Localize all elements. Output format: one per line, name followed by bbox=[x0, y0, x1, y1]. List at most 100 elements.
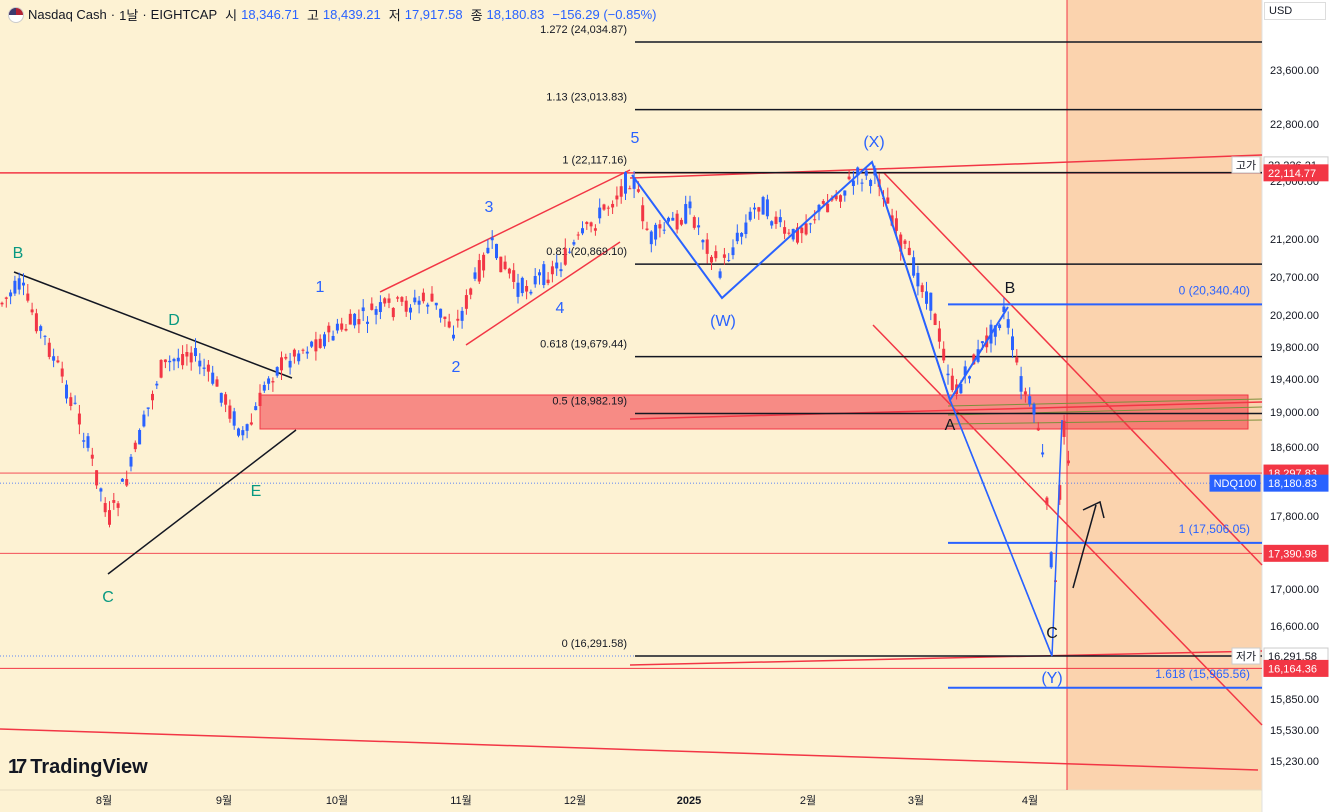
candle-body bbox=[34, 313, 38, 332]
candle-body bbox=[1015, 357, 1019, 363]
candle-body bbox=[856, 167, 860, 176]
candle-body bbox=[894, 218, 898, 231]
candle-body bbox=[731, 247, 735, 256]
wave-label: B bbox=[13, 245, 24, 262]
candle-body bbox=[503, 261, 507, 270]
candle-body bbox=[667, 217, 670, 222]
candle-body bbox=[202, 367, 206, 369]
y-tick-label: 15,230.00 bbox=[1270, 756, 1319, 768]
close-label: 종 bbox=[470, 8, 483, 23]
candle-body bbox=[662, 229, 666, 231]
wave-label: 1 bbox=[316, 279, 325, 296]
triangle-line bbox=[107, 429, 297, 575]
candle-body bbox=[937, 328, 941, 342]
candle-body bbox=[275, 367, 279, 376]
candle-body bbox=[413, 297, 417, 303]
price-tag: 고가 bbox=[1236, 159, 1256, 172]
candle-body bbox=[555, 262, 559, 269]
candle-body bbox=[271, 381, 275, 383]
y-tick-label: 22,800.00 bbox=[1270, 119, 1319, 131]
candle-body bbox=[482, 254, 486, 271]
candle-body bbox=[929, 292, 933, 311]
candle-body bbox=[495, 243, 498, 259]
open-value: 18,346.71 bbox=[241, 7, 299, 22]
candle-body bbox=[813, 219, 817, 221]
currency-button[interactable]: USD bbox=[1264, 2, 1326, 20]
candle-body bbox=[434, 302, 438, 306]
candle-body bbox=[860, 182, 864, 184]
y-tick-label: 19,800.00 bbox=[1270, 342, 1319, 354]
y-tick-label: 20,700.00 bbox=[1270, 272, 1319, 284]
fib-level-label: 0 (16,291.58) bbox=[562, 638, 627, 650]
candle-body bbox=[443, 316, 447, 319]
candle-body bbox=[331, 335, 335, 341]
candle-body bbox=[701, 240, 705, 243]
wave-label: C bbox=[102, 589, 114, 606]
candle-body bbox=[563, 248, 567, 265]
candle-body bbox=[206, 364, 210, 372]
price-tag-bg bbox=[1231, 156, 1261, 174]
candle-body bbox=[168, 360, 172, 363]
candle-body bbox=[942, 348, 946, 361]
candle-body bbox=[0, 302, 4, 305]
candle-body bbox=[288, 360, 292, 368]
price-axis-label: 16,164.36 bbox=[1268, 663, 1317, 675]
candle-body bbox=[1011, 336, 1014, 351]
candle-body bbox=[301, 349, 305, 351]
tradingview-logo[interactable]: 17 TradingView bbox=[8, 756, 148, 779]
candle-body bbox=[740, 232, 744, 237]
candle-body bbox=[697, 225, 701, 228]
candle-body bbox=[172, 358, 176, 362]
candle-body bbox=[151, 393, 154, 401]
candle-body bbox=[133, 442, 137, 450]
candle-body bbox=[963, 366, 967, 376]
trend-line bbox=[629, 401, 1263, 420]
candle-body bbox=[52, 356, 56, 361]
candle-body bbox=[912, 257, 916, 276]
y-tick-label: 19,400.00 bbox=[1270, 374, 1319, 386]
price-axis-label-bg bbox=[1263, 544, 1329, 562]
candle-body bbox=[679, 219, 683, 225]
fib-ext-label: 1 (17,506.05) bbox=[1179, 522, 1250, 536]
candle-body bbox=[284, 356, 288, 359]
broker-label: EIGHTCAP bbox=[150, 7, 218, 22]
candle-body bbox=[357, 319, 361, 325]
candle-body bbox=[22, 282, 25, 286]
candle-body bbox=[374, 309, 378, 315]
candle-body bbox=[714, 251, 718, 259]
candle-body bbox=[159, 359, 163, 378]
candle-body bbox=[348, 313, 352, 325]
candle-body bbox=[869, 180, 873, 187]
x-tick-label: 12월 bbox=[564, 794, 586, 807]
candle-body bbox=[426, 304, 430, 307]
candle-body bbox=[658, 224, 662, 229]
candle-body bbox=[387, 298, 391, 303]
candle-body bbox=[1023, 391, 1027, 395]
symbol-header[interactable]: Nasdaq Cash · 1날 · EIGHTCAP 시 18,346.71 고… bbox=[8, 5, 656, 24]
candle-body bbox=[980, 341, 984, 344]
wave-label: (W) bbox=[710, 313, 736, 330]
y-tick-label: 21,200.00 bbox=[1270, 234, 1319, 246]
candle-body bbox=[774, 216, 778, 224]
candle-body bbox=[112, 500, 116, 503]
tradingview-logo-icon: 17 bbox=[8, 756, 27, 778]
candle-body bbox=[1036, 427, 1040, 431]
zone-line bbox=[947, 419, 1263, 425]
candle-body bbox=[688, 201, 692, 209]
fib-level-label: 1.13 (23,013.83) bbox=[546, 92, 627, 104]
candle-body bbox=[155, 383, 159, 386]
candle-body bbox=[219, 392, 223, 403]
candle-body bbox=[318, 338, 322, 348]
candle-body bbox=[163, 359, 167, 363]
candle-body bbox=[559, 269, 563, 272]
price-tag: NDQ100 bbox=[1214, 478, 1257, 490]
candle-body bbox=[469, 288, 473, 295]
open-label: 시 bbox=[225, 8, 238, 23]
candle-body bbox=[176, 357, 180, 362]
candle-body bbox=[598, 207, 602, 219]
candle-body bbox=[1045, 497, 1049, 505]
candle-body bbox=[516, 282, 520, 297]
candle-body bbox=[138, 430, 142, 445]
candle-body bbox=[26, 293, 30, 301]
